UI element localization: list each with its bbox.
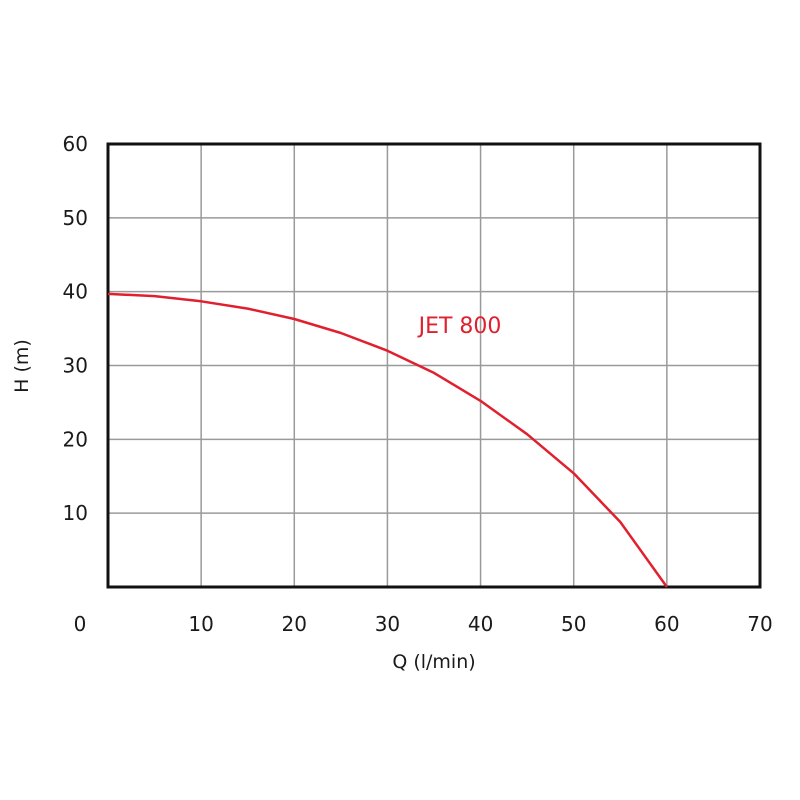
y-tick-label: 10 [63, 501, 88, 525]
x-tick-label: 0 [74, 612, 87, 636]
grid-lines [108, 144, 760, 587]
y-tick-label: 60 [63, 132, 88, 156]
series-label-jet-800: JET 800 [417, 314, 502, 339]
y-tick-label: 30 [63, 354, 88, 378]
y-tick-labels: 10 20 30 40 50 60 [63, 132, 88, 525]
x-tick-label: 70 [747, 612, 772, 636]
series-line-jet-800 [107, 292, 668, 588]
x-tick-labels: 0 10 20 30 40 50 60 70 [74, 612, 773, 636]
plot-frame [106, 142, 762, 589]
y-tick-label: 40 [63, 280, 88, 304]
x-tick-label: 50 [561, 612, 586, 636]
x-tick-label: 60 [654, 612, 679, 636]
y-tick-label: 20 [63, 427, 88, 451]
x-tick-label: 30 [375, 612, 400, 636]
x-tick-label: 40 [468, 612, 493, 636]
y-tick-label: 50 [63, 206, 88, 230]
x-tick-label: 20 [282, 612, 307, 636]
x-axis-label: Q (l/min) [392, 651, 475, 673]
series-group: JET 800 [107, 292, 668, 588]
x-tick-label: 10 [188, 612, 213, 636]
y-axis-label: H (m) [11, 339, 33, 393]
